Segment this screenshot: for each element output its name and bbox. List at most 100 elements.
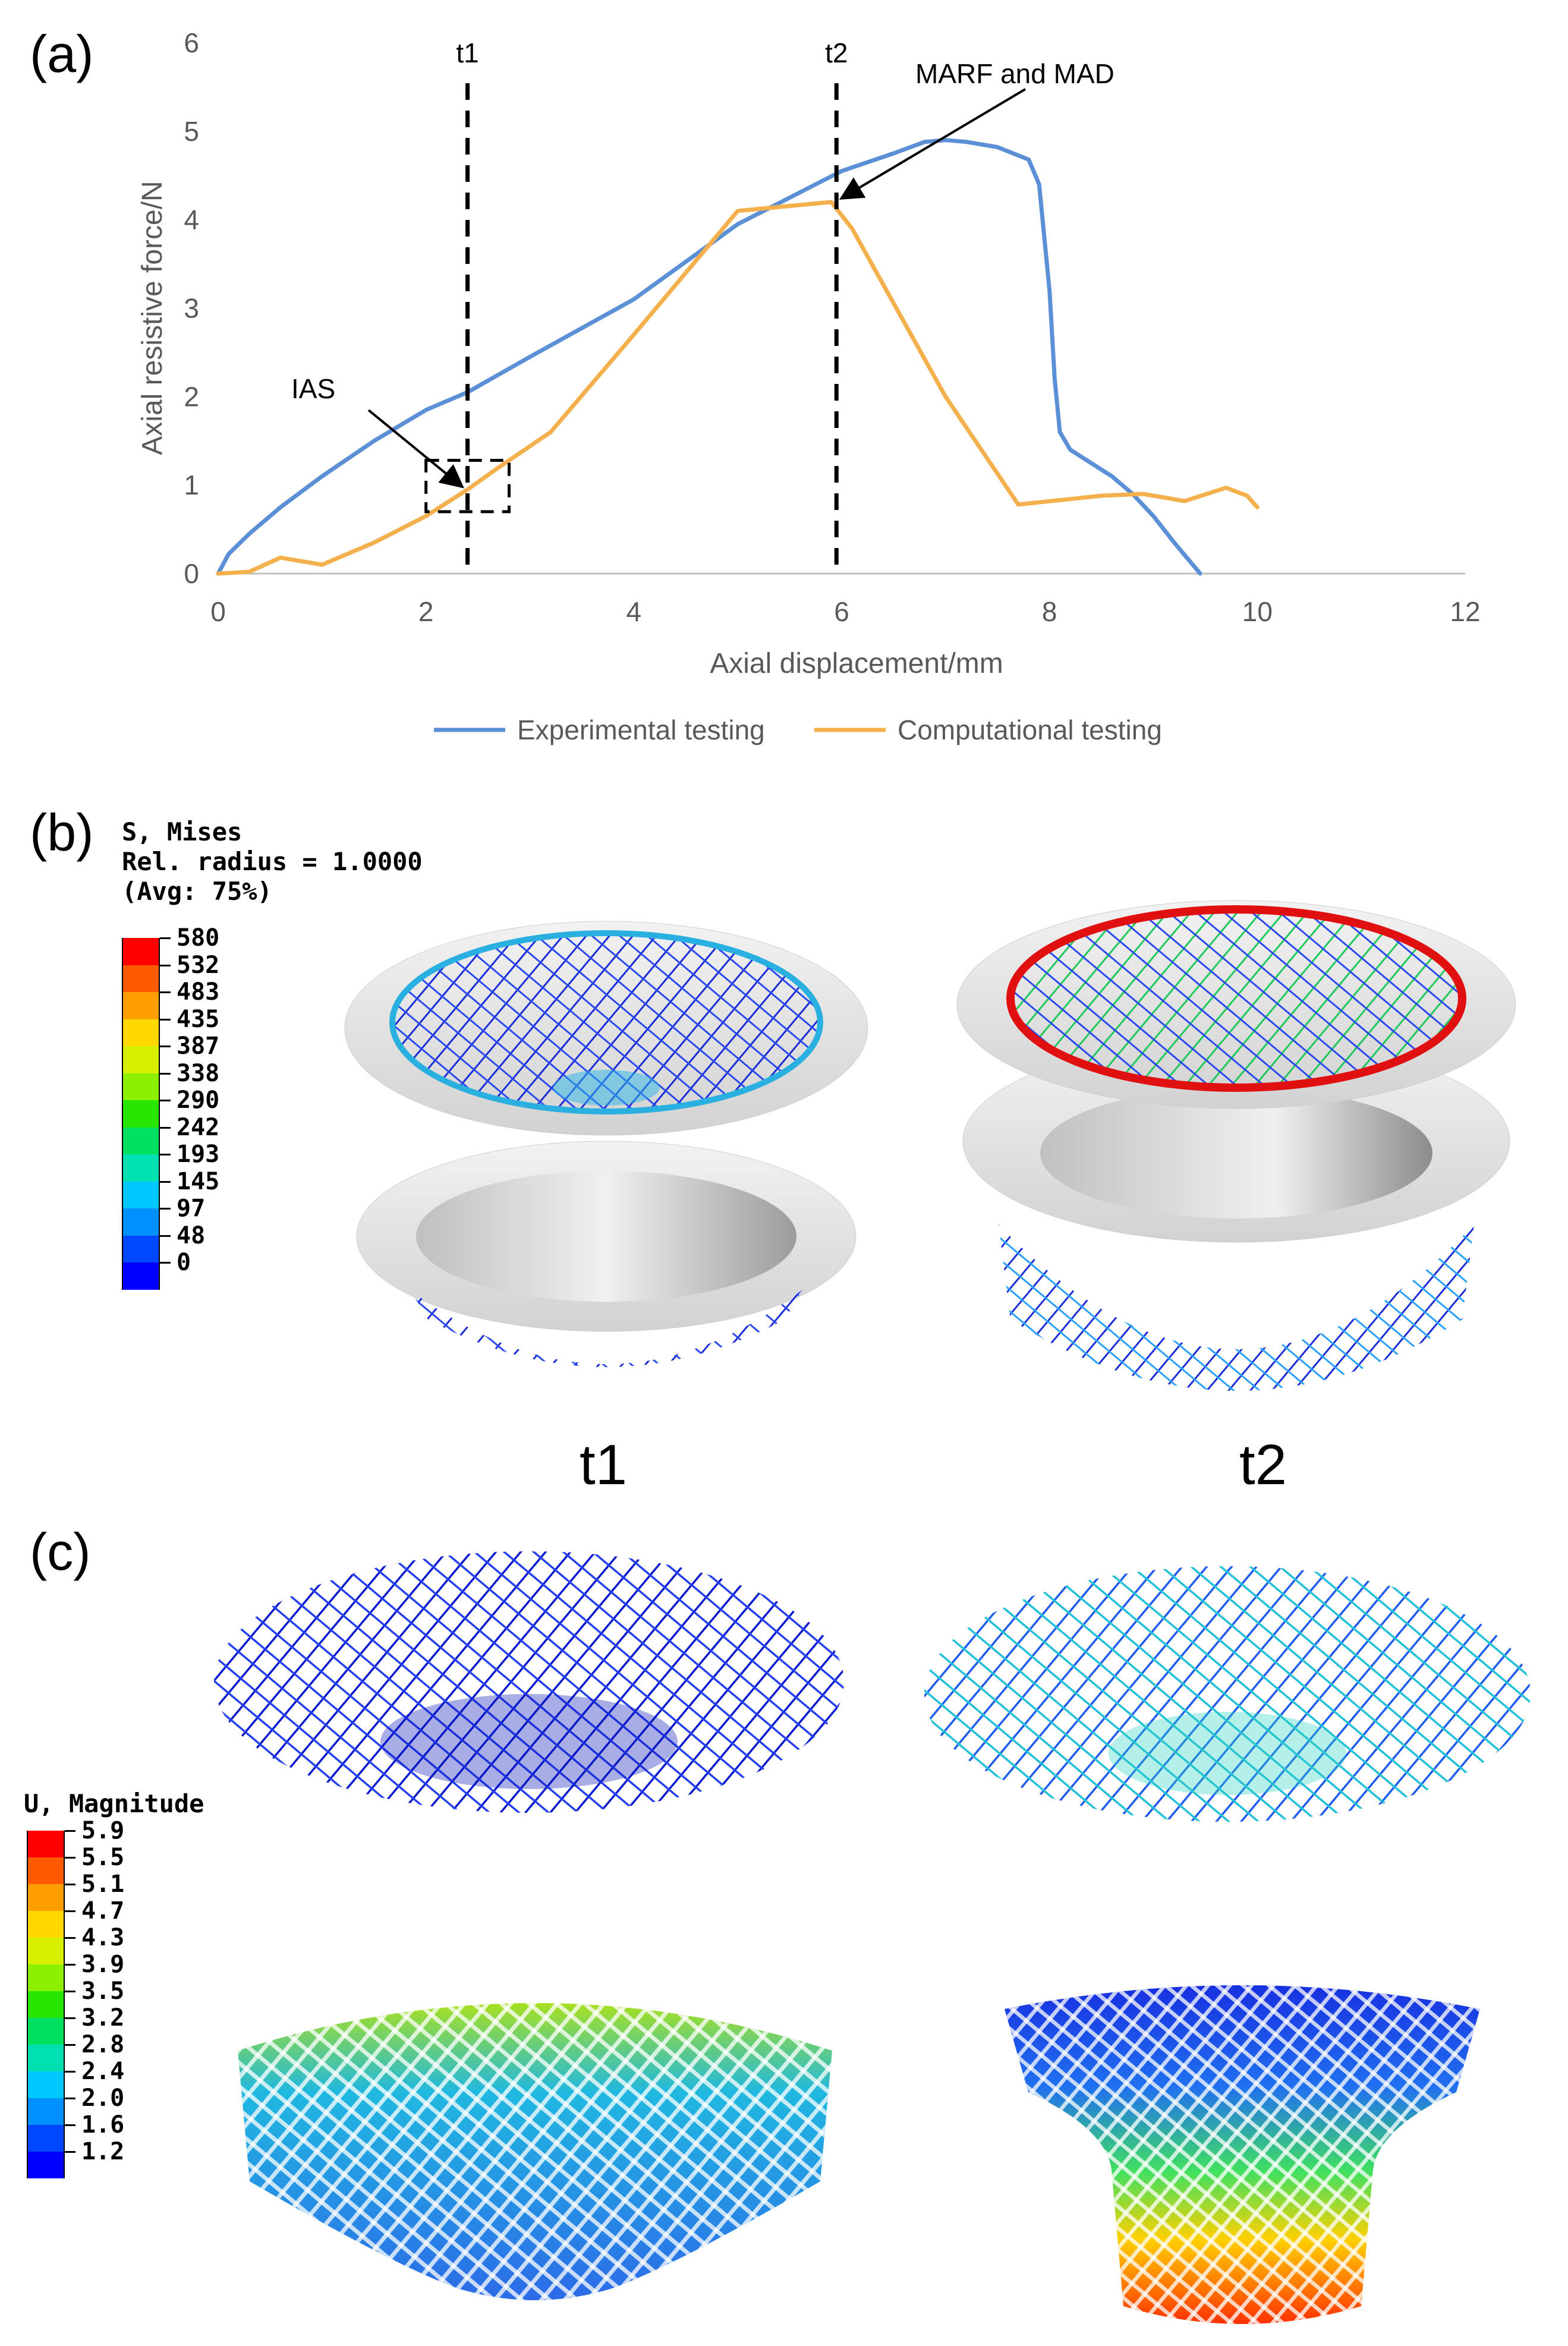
umag-colorbar-swatch [27,1884,65,1911]
mises-colorbar-level: 483 [177,978,220,1006]
umag-colorbar-level: 2.4 [81,2058,125,2085]
mises-colorbar-swatch [122,1154,160,1182]
x-tick-label: 4 [626,596,642,627]
mises-colorbar-tick [160,1235,171,1237]
series-lines [216,138,1260,576]
chart-legend: Experimental testing Computational testin… [434,714,1162,745]
mises-colorbar-swatch [122,938,160,965]
t1-label: t1 [456,37,478,68]
ias-dashed-box [424,458,511,514]
umag-colorbar-swatch [27,2098,65,2125]
y-tick-label: 4 [184,204,199,235]
umag-colorbar-tick [65,1830,75,1832]
y-tick-label: 3 [184,293,199,324]
mises-colorbar-swatch [122,1046,160,1073]
annotations: t1 t2 IAS MARF and MAD [291,37,1114,568]
mises-colorbar-swatch [122,1262,160,1290]
umag-colorbar-tick [65,1991,75,1992]
mises-colorbar-level: 0 [177,1249,191,1276]
mises-colorbar-tick [160,1208,171,1210]
t2-label: t2 [825,37,848,68]
umag-colorbar-swatch [27,1831,65,1857]
marf-arrow [839,88,1027,200]
y-tick-label: 5 [184,116,199,147]
umag-colorbar-swatch [27,2152,65,2178]
mises-colorbar-swatch [122,965,160,992]
umag-colorbar-swatch [27,1964,65,1991]
panel-label-b: (b) [30,803,94,862]
series-line-experimental [216,138,1202,576]
umag-colorbar-swatch [27,2045,65,2071]
mises-colorbar-tick [160,937,171,939]
umag-colorbar-level: 1.2 [81,2138,125,2165]
umag-colorbar-tick [65,1884,75,1885]
y-tick-label: 1 [184,470,199,500]
mises-colorbar-swatch [122,1073,160,1100]
mises-colorbar-tick [160,991,171,993]
umag-colorbar-tick [65,2017,75,2019]
mises-colorbar-tick [160,1100,171,1101]
umag-legend-title: U, Magnitude [24,1789,204,1818]
umag-colorbar-swatch [27,1938,65,1964]
umag-colorbar-level: 2.0 [81,2084,125,2112]
mises-colorbar-tick [160,1262,171,1264]
umag-colorbar-tick [65,2098,75,2099]
umag-colorbar-level: 1.6 [81,2111,125,2139]
umag-colorbar-swatch [27,2071,65,2098]
umag-colorbar-level: 5.5 [81,1844,125,1871]
mises-colorbar-level: 242 [177,1113,220,1141]
mises-legend-title-3: (Avg: 75%) [122,877,272,906]
mises-colorbar-level: 193 [177,1141,220,1168]
mises-colorbar-tick [160,1046,171,1047]
umag-colorbar-tick [65,1964,75,1966]
stent-render-t1-top [214,1551,844,1813]
mises-colorbar-level: 435 [177,1005,220,1033]
mises-colorbar-tick [160,964,171,966]
stent-render-t2-bottom [1005,1985,1480,2324]
umag-colorbar-swatch [27,1911,65,1938]
mises-colorbar-swatch [122,992,160,1019]
y-axis-label: Axial resistive force/N [137,181,168,455]
y-tick-label: 2 [184,381,199,412]
umag-colorbar-tick [65,1857,75,1859]
umag-colorbar-swatch [27,2125,65,2152]
series-line-computational [216,200,1260,576]
mises-colorbar-level: 145 [177,1167,220,1195]
umag-colorbar-tick [65,2044,75,2046]
mises-legend-title-1: S, Mises [122,817,243,846]
y-tick-label: 6 [184,27,199,58]
umag-colorbar-level: 2.8 [81,2031,125,2058]
stent-render-t2-top [924,1566,1531,1822]
stent-render-t2-stress [956,900,1516,1391]
mises-colorbar-swatch [122,1208,160,1236]
mises-colorbar-level: 580 [177,924,220,952]
ias-label: IAS [291,373,335,404]
umag-colorbar-level: 5.9 [81,1817,125,1844]
umag-colorbar-swatch [27,2018,65,2045]
umag-colorbar-level: 3.5 [81,1977,125,2005]
umag-colorbar-level: 3.9 [81,1951,125,1978]
umag-colorbar-tick [65,2124,75,2126]
mises-colorbar-level: 290 [177,1087,220,1114]
x-tick-label: 8 [1042,596,1057,627]
marf-label: MARF and MAD [915,58,1114,89]
umag-colorbar-level: 4.3 [81,1924,125,1951]
umag-colorbar-tick [65,2071,75,2073]
ias-arrow [367,409,464,489]
mises-colorbar-tick [160,1180,171,1183]
mises-colorbar-level: 48 [177,1221,206,1249]
x-tick-label: 12 [1450,596,1480,627]
mises-legend-title-2: Rel. radius = 1.0000 [122,847,423,876]
mises-colorbar-tick [160,1072,171,1075]
umag-colorbar-tick [65,1937,75,1939]
mises-colorbar-swatch [122,1100,160,1128]
umag-colorbar-level: 3.2 [81,2004,125,2032]
umag-colorbar-tick [65,1910,75,1912]
umag-colorbar-tick [65,2151,75,2153]
mises-colorbar-swatch [122,1019,160,1046]
x-axis-label: Axial displacement/mm [710,648,1003,679]
panel-label-a: (a) [30,24,94,83]
stent-render-t1-bottom [238,2003,832,2300]
